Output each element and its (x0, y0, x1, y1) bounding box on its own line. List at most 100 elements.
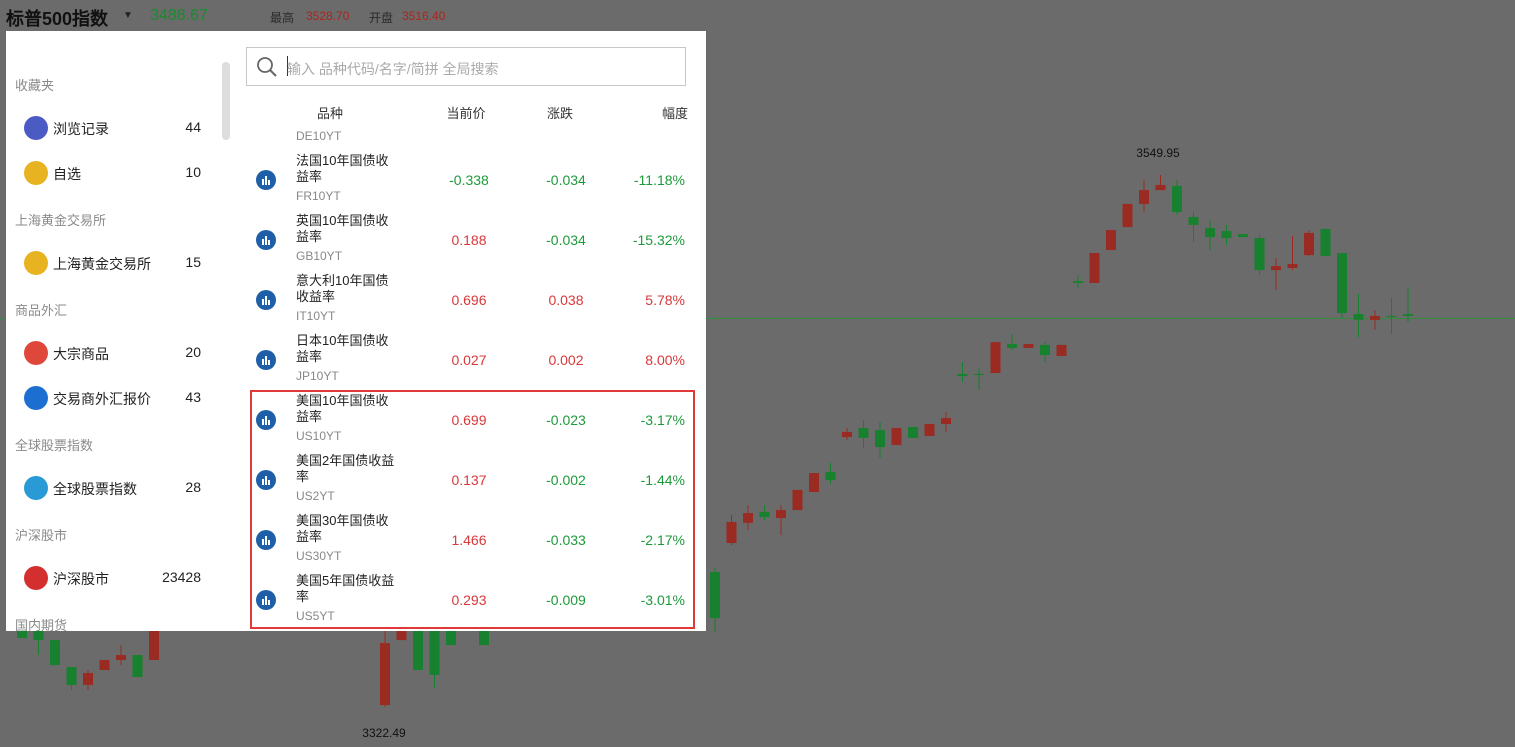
high-annotation: 3549.95 (1136, 146, 1180, 160)
candle-body (1337, 253, 1347, 314)
highlight-box (250, 390, 695, 629)
row-code: US30YT (296, 549, 342, 563)
candle-body (990, 342, 1001, 373)
item-count: 43 (185, 389, 201, 405)
instrument-title[interactable]: 标普500指数 (6, 9, 109, 29)
candle-body (974, 373, 984, 376)
section-header: 全球股票指数 (15, 438, 94, 453)
row-code: FR10YT (296, 189, 341, 203)
item-icon (24, 161, 48, 185)
candle-body (941, 418, 951, 424)
item-name[interactable]: 交易商外汇报价 (53, 391, 151, 407)
search-icon (257, 57, 277, 77)
item-name[interactable]: 大宗商品 (53, 346, 109, 362)
candle-body (908, 427, 918, 439)
bars-glyph (262, 236, 270, 245)
section-header: 上海黄金交易所 (15, 213, 107, 228)
candle-body (842, 431, 852, 438)
candle-body (1221, 231, 1232, 239)
row-name[interactable]: 法国10年国债收 (296, 153, 389, 168)
row-name[interactable]: 益率 (296, 409, 323, 424)
item-icon (24, 566, 48, 590)
row-name[interactable]: 美国2年国债收益 (296, 453, 395, 468)
row-code: US2YT (296, 489, 335, 503)
row-name[interactable]: 英国10年国债收 (296, 213, 389, 228)
search-panel: 输入 品种代码/名字/简拼 全局搜索 收藏夹 浏览记录 44 自选 10 上海黄金交易所上… (6, 31, 706, 631)
candle-body (891, 427, 902, 446)
text-cursor (287, 56, 288, 76)
candle-body (1353, 314, 1364, 320)
item-icon (24, 116, 48, 140)
row-name[interactable]: 美国30年国债收 (296, 513, 389, 528)
item-name[interactable]: 浏览记录 (53, 121, 109, 137)
row-name[interactable]: 率 (296, 589, 310, 604)
row-name[interactable]: 率 (296, 469, 310, 484)
row-price: 0.293 (451, 592, 487, 608)
row-name[interactable]: 益率 (296, 349, 323, 364)
item-name[interactable]: 沪深股市 (53, 571, 109, 587)
row-name[interactable]: 日本10年国债收 (296, 333, 389, 348)
row-name[interactable]: 美国10年国债收 (296, 393, 389, 408)
candle-body (1254, 238, 1265, 271)
row-name[interactable]: 收益率 (296, 289, 336, 304)
row-name[interactable]: 益率 (296, 229, 323, 244)
row-pct: 5.78% (645, 292, 685, 308)
row-pct: -15.32% (632, 232, 685, 248)
column-header: 当前价 (446, 106, 486, 121)
candle-body (1023, 343, 1034, 348)
scrollbar[interactable] (222, 62, 230, 140)
bars-glyph (262, 176, 270, 185)
bars-glyph (262, 356, 270, 365)
candle-body (479, 619, 489, 645)
row-price: 0.696 (451, 292, 487, 308)
candle-body (957, 373, 968, 377)
dropdown-arrow[interactable]: ▼ (123, 10, 133, 21)
row-icon (256, 290, 276, 310)
candle-body (924, 423, 935, 436)
item-name[interactable]: 自选 (53, 166, 81, 182)
row-code: DE10YT (296, 129, 342, 143)
row-name[interactable]: 益率 (296, 529, 323, 544)
row-code: US10YT (296, 429, 342, 443)
row-price: 0.027 (451, 352, 487, 368)
open-label: 开盘 (369, 11, 394, 25)
candle-body (83, 673, 93, 685)
row-pct: 8.00% (645, 352, 685, 368)
candle-body (1403, 314, 1413, 316)
candle-body (710, 572, 720, 619)
last-price: 3488.67 (150, 7, 208, 24)
row-code: JP10YT (296, 369, 339, 383)
row-change: -0.034 (546, 232, 586, 248)
row-change: -0.009 (546, 592, 586, 608)
candle-body (1155, 184, 1166, 191)
row-code: US5YT (296, 609, 335, 623)
low-annotation: 3322.49 (362, 726, 406, 740)
item-name[interactable]: 全球股票指数 (53, 481, 137, 497)
candle-body (858, 427, 869, 439)
candle-body (875, 430, 885, 448)
item-name[interactable]: 上海黄金交易所 (53, 256, 151, 272)
candle-body (1205, 227, 1215, 238)
item-icon (24, 386, 48, 410)
row-icon (256, 230, 276, 250)
row-name[interactable]: 意大利10年国债 (296, 273, 389, 288)
candle-body (1056, 344, 1067, 356)
row-name[interactable]: 美国5年国债收益 (296, 573, 395, 588)
search-box[interactable]: 输入 品种代码/名字/简拼 全局搜索 (246, 47, 686, 86)
item-count: 20 (185, 344, 201, 360)
candle-body (132, 655, 143, 678)
row-name[interactable]: 益率 (296, 169, 323, 184)
row-pct: -1.44% (640, 472, 685, 488)
candle-body (825, 471, 836, 481)
item-count: 28 (185, 479, 201, 495)
candle-body (50, 640, 60, 666)
candle-body (1238, 234, 1248, 238)
candle-body (446, 619, 456, 645)
row-price: 0.699 (451, 412, 487, 428)
item-count: 10 (185, 164, 201, 180)
item-count: 15 (185, 254, 201, 270)
candle-body (380, 643, 390, 706)
candle-body (1188, 216, 1199, 225)
item-icon (24, 476, 48, 500)
row-change: -0.002 (546, 472, 586, 488)
